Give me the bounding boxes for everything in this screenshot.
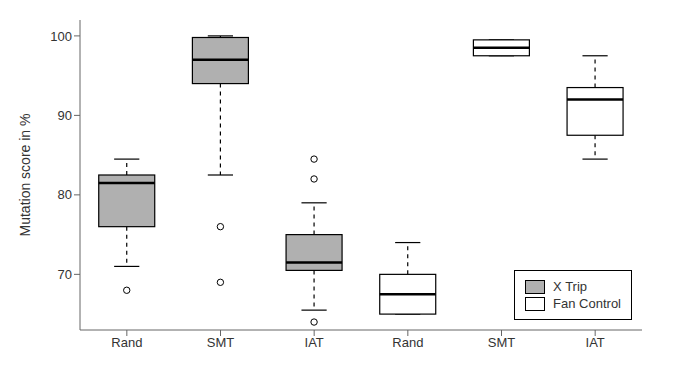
- svg-text:Rand: Rand: [111, 335, 142, 350]
- svg-text:70: 70: [58, 267, 72, 282]
- svg-text:IAT: IAT: [305, 335, 324, 350]
- svg-text:IAT: IAT: [586, 335, 605, 350]
- svg-text:Mutation score in %: Mutation score in %: [17, 114, 33, 237]
- svg-text:80: 80: [58, 187, 72, 202]
- html-text:X Trip: X Trip: [553, 279, 587, 294]
- svg-text:Rand: Rand: [392, 335, 423, 350]
- svg-text:100: 100: [50, 29, 72, 44]
- html-text:Fan Control: Fan Control: [553, 296, 621, 311]
- svg-text:SMT: SMT: [207, 335, 235, 350]
- svg-text:90: 90: [58, 108, 72, 123]
- svg-text:SMT: SMT: [488, 335, 516, 350]
